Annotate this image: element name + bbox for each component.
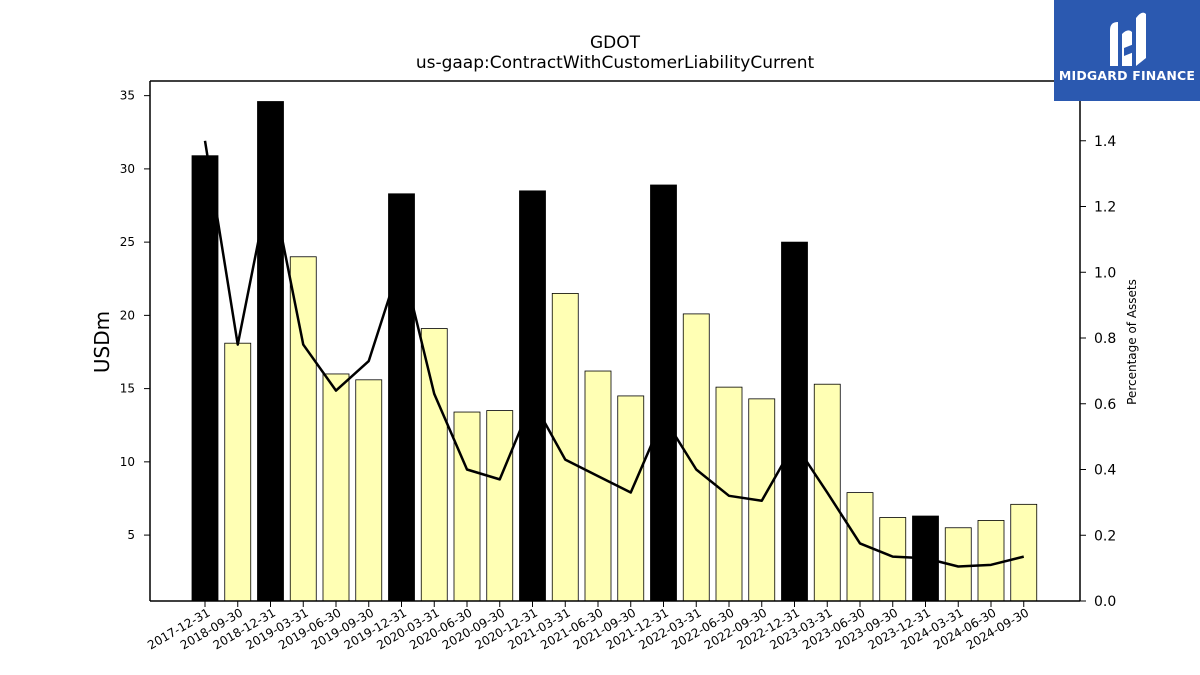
y-tick-label: 30 <box>120 162 135 176</box>
bar <box>355 379 383 602</box>
y2-tick-label: 0.4 <box>1094 463 1116 479</box>
chart-title: GDOT <box>590 33 641 53</box>
bar <box>551 292 579 602</box>
bar <box>879 517 907 602</box>
bars-layer <box>191 101 1038 602</box>
logo-text: MIDGARD FINANCE <box>1058 68 1196 83</box>
bar <box>257 101 284 602</box>
y-tick-label: 10 <box>120 455 135 469</box>
bar <box>519 190 546 602</box>
y2-tick-label: 0.0 <box>1094 594 1116 610</box>
bar <box>453 411 481 602</box>
bar <box>650 184 677 602</box>
bar <box>584 370 612 602</box>
y-tick-label: 25 <box>120 235 135 249</box>
y2-tick-label: 1.0 <box>1094 265 1116 281</box>
y2-tick-label: 0.6 <box>1094 397 1116 413</box>
bar <box>388 193 415 602</box>
y2-tick-label: 0.8 <box>1094 331 1116 347</box>
bar <box>224 342 252 602</box>
bar <box>486 410 514 602</box>
pct-assets-line <box>203 140 1025 568</box>
brand-logo: MIDGARD FINANCE <box>1054 0 1200 101</box>
bar <box>191 155 219 602</box>
logo-mark-icon <box>1110 12 1146 67</box>
y2-tick-label: 0.2 <box>1094 528 1116 544</box>
bar <box>781 241 808 602</box>
bar <box>289 256 317 602</box>
y2-tick-label: 1.4 <box>1094 134 1116 150</box>
bar <box>682 313 710 602</box>
y2-axis-label: Percentage of Assets <box>1125 279 1139 405</box>
bar <box>420 328 448 602</box>
y-tick-label: 5 <box>127 528 135 542</box>
bar <box>617 395 645 602</box>
y-axis-label: USDm <box>90 311 114 373</box>
chart-subtitle: us-gaap:ContractWithCustomerLiabilityCur… <box>416 53 815 73</box>
y-tick-label: 35 <box>120 89 135 103</box>
line-layer <box>203 140 1025 568</box>
bar <box>715 386 743 602</box>
bar <box>977 520 1005 602</box>
y2-tick-label: 1.2 <box>1094 200 1116 216</box>
bar <box>1010 503 1038 602</box>
y-tick-label: 15 <box>120 382 135 396</box>
y-tick-label: 20 <box>120 308 135 322</box>
bar <box>322 373 350 602</box>
